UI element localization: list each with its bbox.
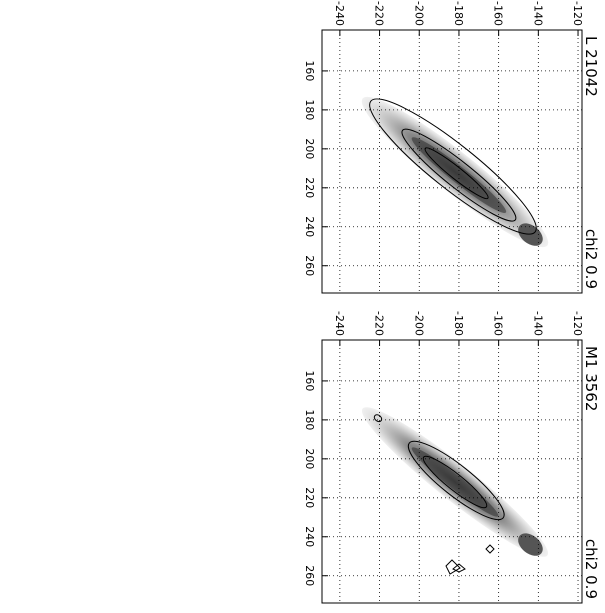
x-tick-label: 180	[303, 99, 316, 120]
plot-frame	[321, 29, 583, 294]
x-tick-label: 260	[303, 255, 316, 276]
panel: 160 180 200 220 240 260 -240 -220 -200 -180 -160 -1…	[303, 1, 600, 294]
y-tick-label: -120	[571, 311, 584, 336]
y-tick-label: -180	[452, 311, 465, 336]
y-tick-label: -160	[492, 1, 505, 26]
y-tick-label: -240	[333, 311, 346, 336]
y-tick-label: -120	[571, 1, 584, 26]
y-tick-label: -200	[412, 311, 425, 336]
x-tick-label: 240	[303, 526, 316, 547]
y-tick-label: -140	[531, 311, 544, 336]
contour	[445, 544, 495, 575]
x-tick-label: 160	[303, 60, 316, 81]
panel-subtitle: chi2 0.9	[582, 539, 600, 599]
x-tick-label: 220	[303, 487, 316, 508]
y-tick-label: -220	[373, 1, 386, 26]
intensity-image	[361, 407, 549, 557]
y-tick-label: -220	[373, 311, 386, 336]
x-tick-label: 180	[303, 409, 316, 430]
panel-title: L 21042	[582, 36, 600, 97]
x-tick-label: 200	[303, 138, 316, 159]
plot-frame	[321, 339, 583, 604]
panel-title: M1 3562	[582, 346, 600, 411]
x-tick-label: 260	[303, 565, 316, 586]
y-tick-label: -160	[492, 311, 505, 336]
x-tick-label: 160	[303, 370, 316, 391]
panel: 160 180 200 220 240 260 -240 -220 -200 -180 -160 -1…	[303, 311, 600, 604]
x-tick-label: 240	[303, 216, 316, 237]
y-tick-label: -200	[412, 1, 425, 26]
intensity-image	[361, 96, 549, 248]
y-tick-label: -180	[452, 1, 465, 26]
y-tick-label: -240	[333, 1, 346, 26]
x-tick-label: 200	[303, 448, 316, 469]
y-tick-label: -140	[531, 1, 544, 26]
x-tick-label: 220	[303, 177, 316, 198]
panel-subtitle: chi2 0.9	[582, 229, 600, 289]
